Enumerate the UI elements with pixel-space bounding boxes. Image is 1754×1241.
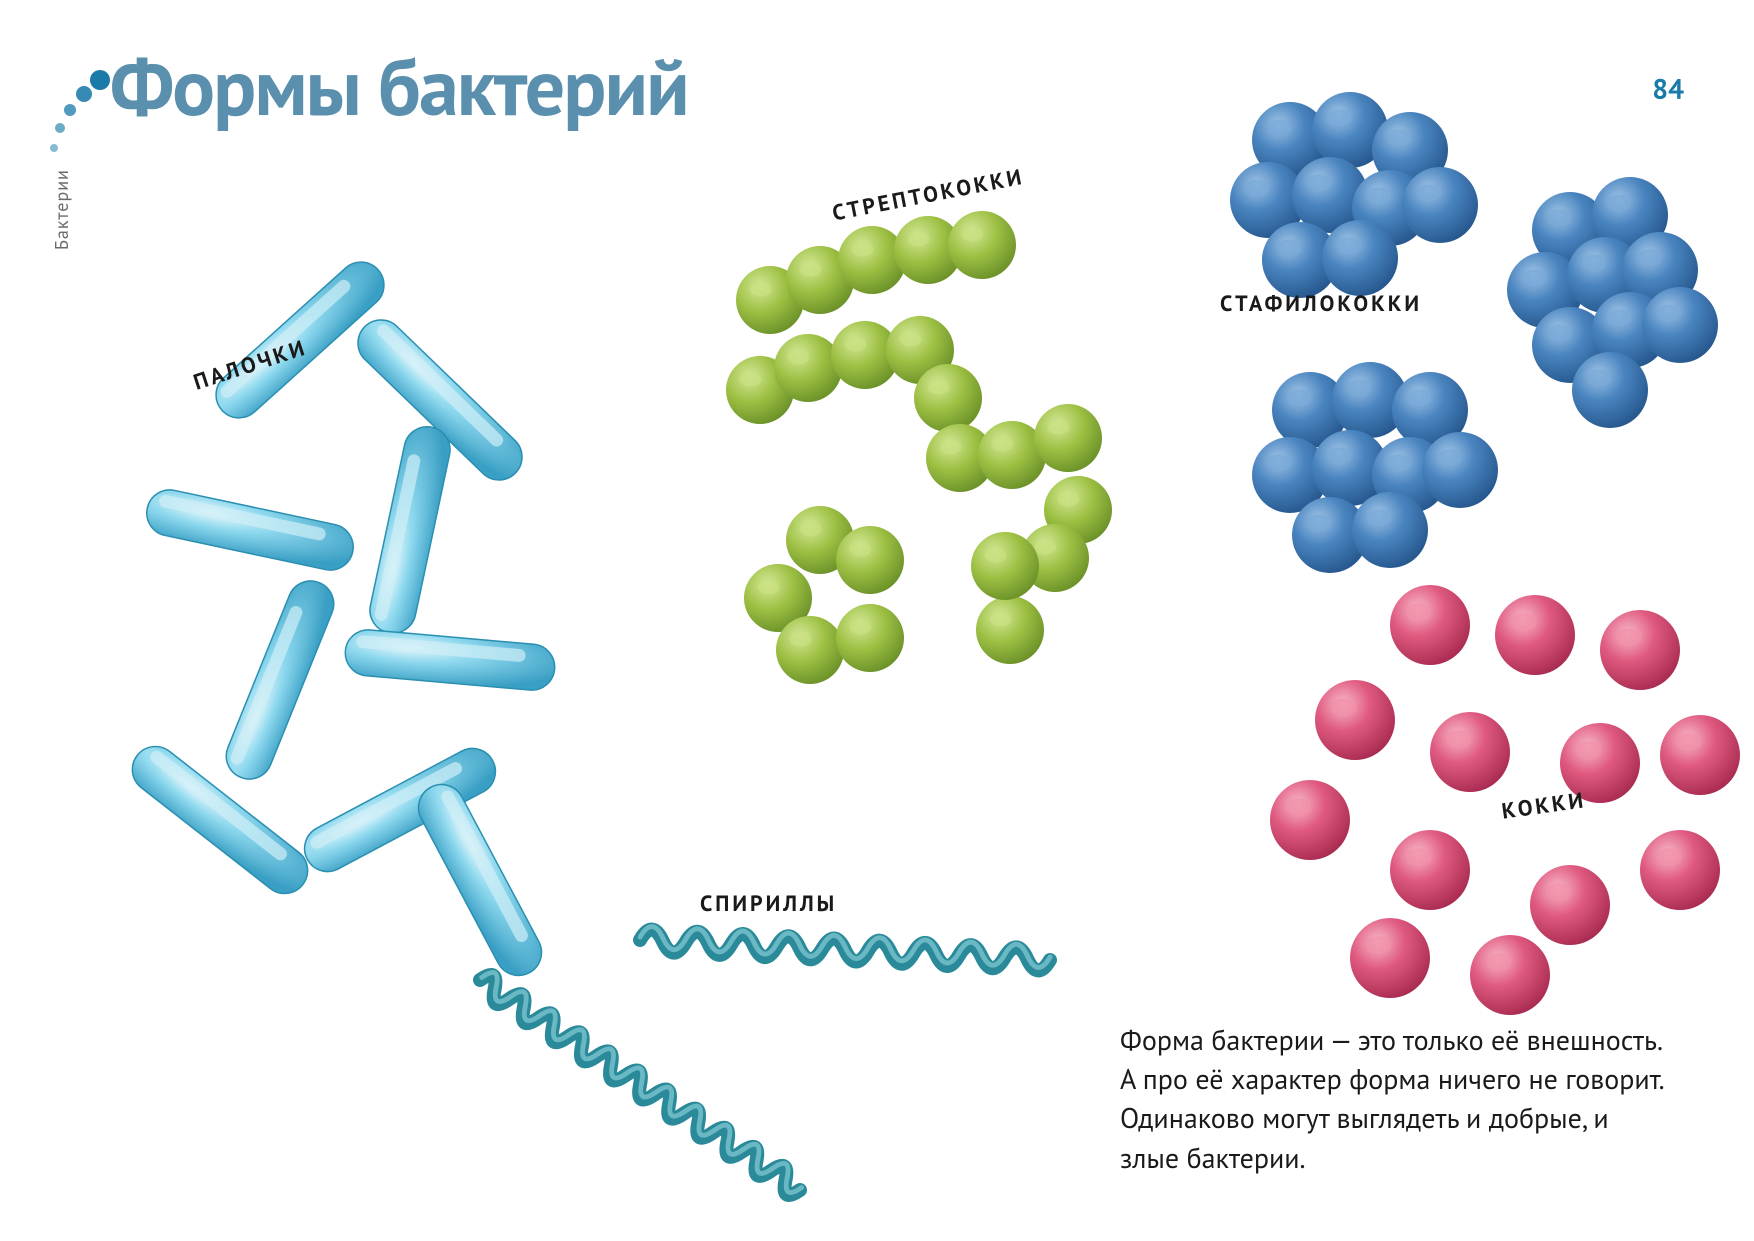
label-spirilla: СПИРИЛЛЫ — [700, 890, 837, 918]
page-title: Формы бактерий — [110, 35, 688, 138]
strepto-group — [726, 211, 1112, 684]
label-staphylo: СТАФИЛОКОККИ — [1220, 290, 1422, 318]
page-number: 84 — [1652, 70, 1684, 107]
page: Формы бактерий 84 Бактерии — [0, 0, 1754, 1241]
staphylo-group — [1230, 92, 1718, 573]
label-rods: ПАЛОЧКИ — [190, 334, 311, 397]
body-paragraph: Форма бактерии — это только её внешность… — [1120, 1020, 1670, 1177]
label-cocci: КОККИ — [1500, 786, 1588, 826]
side-category-label: Бактерии — [50, 169, 73, 250]
rods-group — [123, 253, 557, 984]
label-strepto: СТРЕПТОКОККИ — [830, 163, 1027, 228]
spirilla-group — [474, 926, 1051, 1199]
